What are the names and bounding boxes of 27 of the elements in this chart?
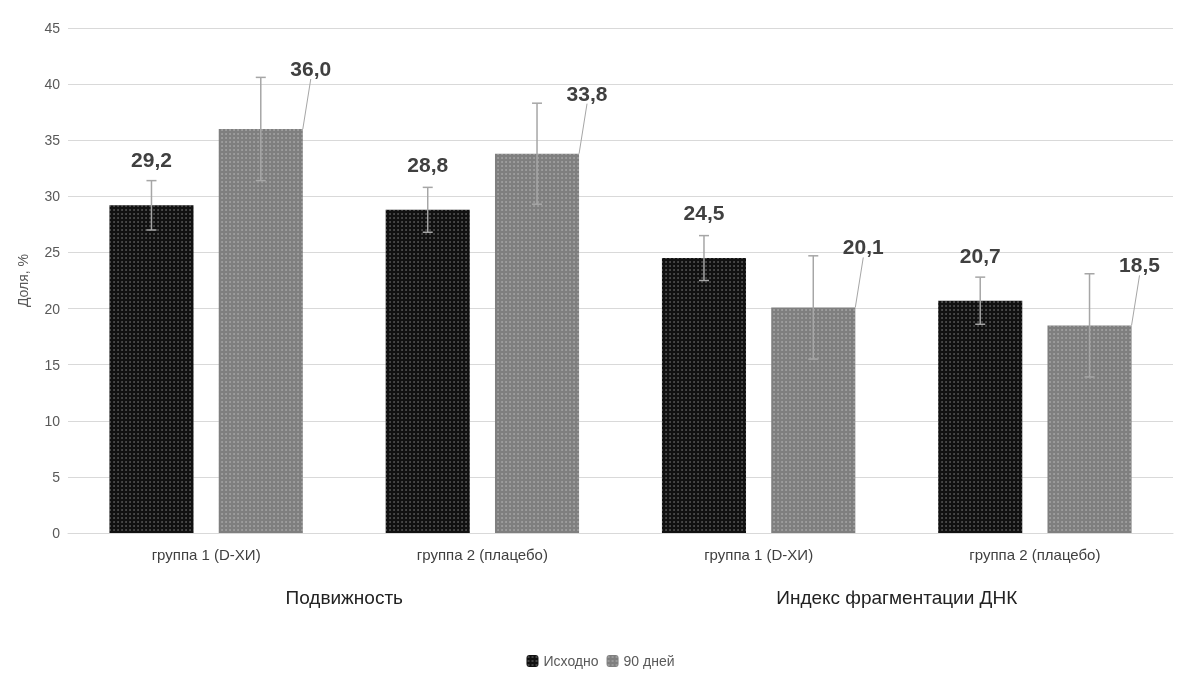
data-label: 20,7 (959, 243, 1001, 267)
text: Индекс фрагментации ДНК (776, 587, 1018, 608)
x-tick-label: группа 1 (D-ХИ) (704, 546, 814, 563)
x-tick-label: группа 2 (плацебо) (416, 546, 548, 563)
y-tick-label: 0 (52, 525, 61, 541)
legend-label: 90 дней (623, 653, 675, 669)
y-tick-label: 35 (44, 132, 61, 149)
x-tick-label: группа 2 (плацебо) (969, 546, 1101, 563)
x-tick-label: группа 1 (D-ХИ) (151, 546, 261, 563)
text: Подвижность (285, 587, 404, 608)
y-tick-label: 30 (44, 188, 61, 205)
data-label: 29,2 (131, 148, 172, 172)
data-label: 18,5 (1119, 253, 1161, 277)
y-tick-label: 45 (44, 20, 61, 36)
y-tick-label: 25 (44, 244, 61, 261)
y-tick-label: 15 (44, 356, 61, 373)
y-tick-label: 40 (44, 76, 61, 93)
data-label: 24,5 (683, 201, 725, 225)
y-tick-label: 10 (44, 412, 61, 429)
y-tick-label: 5 (52, 468, 61, 485)
legend-label: Исходно (543, 653, 599, 669)
data-label: 33,8 (566, 81, 608, 105)
data-label: 36,0 (290, 57, 332, 80)
data-label: 20,1 (842, 235, 885, 259)
data-label: 28,8 (407, 152, 449, 176)
y-tick-label: 20 (44, 300, 61, 317)
y-axis-title: Доля, % (15, 253, 31, 308)
